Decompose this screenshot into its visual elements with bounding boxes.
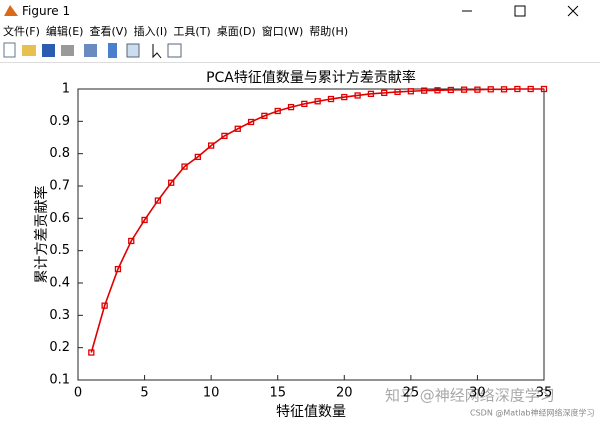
data-marker xyxy=(301,100,308,108)
data-marker xyxy=(114,265,122,273)
data-marker xyxy=(487,86,494,93)
watermark: 知乎 @神经网络深度学习 xyxy=(385,387,555,405)
toolbar-icons[interactable] xyxy=(0,40,200,62)
y-tick-label: 0.7 xyxy=(49,179,70,194)
menu-item[interactable]: 工具(T) xyxy=(173,25,211,38)
data-marker xyxy=(460,86,468,93)
data-marker xyxy=(527,85,534,93)
chart: PCA特征值数量与累计方差贡献率 0 5 10 15 20 25 30 35 0.1 0.2 0.3 0… xyxy=(33,69,595,420)
data-marker xyxy=(327,95,335,103)
data-marker xyxy=(474,86,481,93)
data-marker xyxy=(247,118,255,126)
data-marker xyxy=(101,302,108,309)
y-tick-label: 0.2 xyxy=(49,340,70,355)
data-marker xyxy=(207,142,215,149)
data-marker xyxy=(168,179,175,186)
y-tick-label: 0.4 xyxy=(49,276,70,291)
data-line xyxy=(90,88,544,353)
data-marker xyxy=(367,90,375,98)
menu-item[interactable]: 编辑(E) xyxy=(45,25,84,38)
data-marker xyxy=(287,103,295,111)
data-marker xyxy=(407,88,415,95)
y-tick-label: 0.5 xyxy=(49,243,70,258)
menu-item[interactable]: 桌面(D) xyxy=(216,25,256,38)
y-tick-label: 0.8 xyxy=(49,146,70,161)
x-tick-label: 15 xyxy=(269,386,286,401)
data-marker xyxy=(500,86,508,93)
data-marker xyxy=(394,88,401,96)
data-marker xyxy=(381,89,388,97)
menu-item[interactable]: 窗口(W) xyxy=(261,25,304,38)
data-marker xyxy=(540,85,548,93)
data-marker xyxy=(128,237,135,245)
x-tick-label: 35 xyxy=(536,386,553,401)
y-tick-label: 0.6 xyxy=(49,211,70,226)
plot-area xyxy=(77,88,545,381)
data-marker xyxy=(181,163,188,170)
window-title: Figure 1 xyxy=(22,4,71,18)
data-marker xyxy=(514,85,521,93)
x-axis-label: 特征值数量 xyxy=(276,404,346,420)
data-marker xyxy=(194,153,201,161)
x-tick-label: 30 xyxy=(469,386,486,401)
menu-item[interactable]: 插入(I) xyxy=(133,25,168,38)
data-marker xyxy=(354,92,361,99)
menu-bar: 文件(F) 编辑(E) 查看(V) 插入(I) 工具(T) 桌面(D) 窗口(W) 帮助(H) xyxy=(0,22,600,40)
data-marker xyxy=(221,132,228,140)
data-marker xyxy=(261,112,268,119)
menu-item[interactable]: 帮助(H) xyxy=(309,25,349,38)
y-tick-label: 0.1 xyxy=(49,373,70,388)
y-tick-label: 0.9 xyxy=(49,114,70,129)
x-tick-label: 20 xyxy=(336,386,353,401)
data-marker xyxy=(421,87,428,94)
data-marker xyxy=(341,93,348,101)
y-tick-label: 0.3 xyxy=(49,308,70,323)
x-tick-label: 10 xyxy=(203,386,220,401)
y-axis-label: 累计方差贡献率 xyxy=(33,186,50,284)
chart-title: PCA特征值数量与累计方差贡献率 xyxy=(206,69,416,86)
x-tick-label: 25 xyxy=(403,386,420,401)
menu-item[interactable]: 文件(F) xyxy=(3,25,40,38)
y-tick-label: 1 xyxy=(62,82,70,97)
data-marker xyxy=(314,98,321,105)
window-controls[interactable] xyxy=(450,0,600,22)
title-bar: Figure 1 xyxy=(0,0,600,22)
data-marker xyxy=(434,87,441,94)
data-marker xyxy=(154,197,162,204)
watermark: CSDN @Matlab神经网络深度学习 xyxy=(470,408,595,418)
data-marker xyxy=(447,86,454,94)
app-icon xyxy=(4,5,18,16)
data-marker xyxy=(234,125,241,132)
data-marker xyxy=(141,216,148,224)
toolbar xyxy=(0,40,600,63)
x-tick-label: 0 xyxy=(74,386,82,401)
x-tick-label: 5 xyxy=(140,386,148,401)
menu-item[interactable]: 查看(V) xyxy=(89,25,128,38)
data-marker xyxy=(88,349,95,356)
data-marker xyxy=(274,107,281,115)
